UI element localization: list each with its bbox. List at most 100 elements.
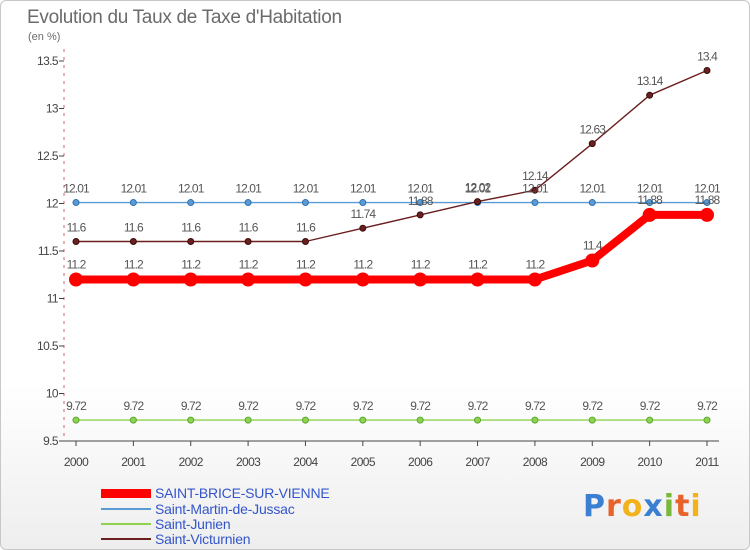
legend-label-2: Saint-Junien [155, 516, 231, 532]
series-labels: 11.2 11.2 11.2 11.2 11.2 11.2 11.2 11.2 11.2 11.4… [63, 50, 722, 414]
data-label-2: 9.72 [640, 399, 661, 413]
data-point-0 [298, 272, 313, 287]
y-tick-label: 9.5 [43, 434, 59, 448]
y-tick-label: 11.5 [38, 244, 59, 258]
data-label-0: 11.2 [525, 258, 545, 272]
x-tick-label: 2007 [465, 455, 490, 469]
data-label-0: 11.88 [637, 193, 663, 207]
logo-letter: t [675, 489, 691, 524]
data-label-2: 9.72 [181, 399, 202, 413]
data-label-3: 11.88 [408, 194, 434, 208]
logo-letter: P [583, 489, 606, 524]
legend-label-3: Saint-Victurnien [155, 531, 251, 547]
data-point-0 [69, 272, 83, 287]
data-point-0 [585, 253, 600, 268]
data-label-2: 9.72 [582, 399, 603, 413]
data-point-1 [646, 199, 654, 207]
data-label-0: 11.4 [583, 239, 603, 253]
data-point-3 [244, 238, 252, 245]
data-point-1 [301, 199, 309, 207]
data-point-0 [126, 272, 141, 287]
x-tick-label: 2006 [408, 455, 433, 469]
data-point-1 [244, 199, 252, 207]
data-label-0: 11.2 [67, 258, 87, 272]
data-point-0 [241, 272, 256, 287]
data-point-2 [474, 416, 482, 424]
data-point-0 [527, 272, 542, 287]
legend-item-2: Saint-Junien [101, 516, 421, 532]
data-label-3: 12.63 [580, 123, 607, 137]
data-point-1 [187, 199, 195, 207]
data-point-3 [646, 91, 654, 99]
proxiti-logo: Proxiti [583, 489, 702, 524]
data-point-3 [72, 238, 80, 245]
data-point-3 [531, 186, 539, 194]
series-line-3 [75, 69, 708, 243]
data-label-0: 11.2 [124, 258, 144, 272]
data-label-2: 9.72 [525, 399, 546, 413]
logo-letter: o [621, 489, 644, 524]
data-point-0 [700, 207, 714, 222]
data-label-3: 13.4 [697, 50, 718, 64]
y-tick-label: 11 [47, 292, 59, 306]
data-label-0: 11.2 [353, 258, 373, 272]
data-label-3: 12.14 [522, 169, 549, 183]
data-point-3 [416, 211, 424, 219]
data-label-3: 11.6 [124, 221, 144, 235]
x-tick-label: 2005 [351, 455, 376, 469]
x-tick-label: 2009 [580, 455, 605, 469]
data-point-2 [72, 416, 80, 424]
data-point-2 [187, 416, 195, 424]
data-label-1: 12.01 [350, 182, 377, 196]
logo-letter: r [606, 489, 622, 524]
data-label-3: 11.6 [296, 221, 316, 235]
chart-subtitle: (en %) [28, 31, 61, 43]
data-label-1: 12.01 [637, 182, 664, 196]
data-label-1: 12.01 [121, 182, 148, 196]
data-label-2: 9.72 [238, 399, 259, 413]
legend-swatch-2 [101, 523, 151, 525]
x-tick-label: 2002 [179, 455, 204, 469]
data-point-1 [588, 199, 596, 207]
data-label-1: 12.01 [465, 182, 492, 196]
x-tick-label: 2008 [523, 455, 548, 469]
data-label-2: 9.72 [353, 399, 374, 413]
data-label-1: 12.01 [580, 182, 607, 196]
data-label-2: 9.72 [296, 399, 317, 413]
y-tick-label: 12.5 [37, 149, 59, 163]
legend-item-0: SAINT-BRICE-SUR-VIENNE [101, 485, 421, 501]
data-point-0 [470, 272, 485, 287]
y-tick-label: 12 [46, 197, 59, 211]
data-label-3: 11.74 [350, 207, 376, 221]
data-label-1: 12.01 [407, 182, 434, 196]
series-line-0 [72, 210, 711, 284]
data-label-0: 11.2 [411, 258, 431, 272]
data-label-1: 12.01 [63, 182, 90, 196]
y-tick-label: 13.5 [37, 54, 59, 68]
legend-label-1: Saint-Martin-de-Jussac [155, 501, 295, 517]
data-label-2: 9.72 [66, 399, 87, 413]
data-label-2: 9.72 [123, 399, 144, 413]
legend-swatch-3 [101, 538, 151, 540]
data-point-3 [187, 238, 195, 245]
data-point-3 [301, 238, 309, 245]
data-point-1 [703, 199, 711, 207]
data-label-3: 11.6 [181, 221, 201, 235]
data-point-0 [413, 272, 428, 287]
x-tick-label: 2011 [695, 455, 719, 469]
data-label-2: 9.72 [410, 399, 431, 413]
data-point-2 [646, 416, 654, 424]
logo-letter: i [663, 489, 676, 524]
data-point-2 [703, 416, 711, 424]
data-label-1: 12.01 [178, 182, 205, 196]
data-label-2: 9.72 [697, 399, 718, 413]
data-point-2 [359, 416, 367, 424]
data-point-2 [129, 416, 137, 424]
data-point-2 [588, 416, 596, 424]
data-label-0: 11.2 [181, 258, 201, 272]
data-point-0 [355, 272, 370, 287]
x-tick-label: 2010 [637, 455, 662, 469]
x-tick-label: 2003 [236, 455, 261, 469]
